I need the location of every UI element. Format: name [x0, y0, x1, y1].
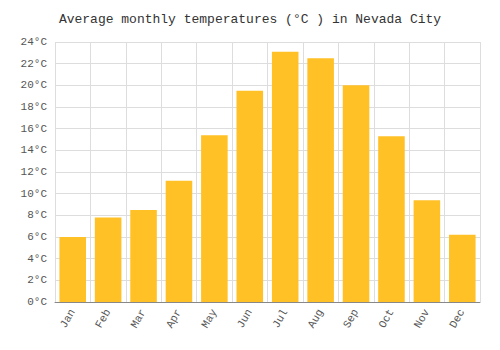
svg-text:0°C: 0°C [27, 296, 47, 308]
svg-text:Dec: Dec [447, 307, 467, 330]
svg-text:Sep: Sep [341, 307, 361, 330]
svg-text:16°C: 16°C [21, 123, 48, 135]
svg-text:Jan: Jan [58, 307, 78, 330]
svg-text:Feb: Feb [93, 307, 113, 330]
svg-text:Apr: Apr [164, 307, 184, 330]
svg-text:12°C: 12°C [21, 166, 48, 178]
svg-text:Jul: Jul [270, 307, 290, 330]
svg-text:24°C: 24°C [21, 36, 48, 48]
svg-text:Mar: Mar [128, 307, 148, 330]
svg-text:22°C: 22°C [21, 58, 48, 70]
svg-text:4°C: 4°C [27, 253, 47, 265]
svg-text:8°C: 8°C [27, 209, 47, 221]
svg-text:6°C: 6°C [27, 231, 47, 243]
svg-text:18°C: 18°C [21, 101, 48, 113]
svg-text:Average monthly temperatures (: Average monthly temperatures (°C ) in Ne… [59, 12, 441, 27]
svg-text:Jun: Jun [235, 307, 255, 330]
svg-text:May: May [199, 307, 219, 330]
svg-text:20°C: 20°C [21, 79, 48, 91]
svg-text:10°C: 10°C [21, 188, 48, 200]
svg-text:2°C: 2°C [27, 274, 47, 286]
svg-text:Oct: Oct [376, 307, 396, 330]
svg-text:Nov: Nov [412, 307, 432, 330]
svg-text:Aug: Aug [306, 307, 326, 330]
svg-text:14°C: 14°C [21, 144, 48, 156]
